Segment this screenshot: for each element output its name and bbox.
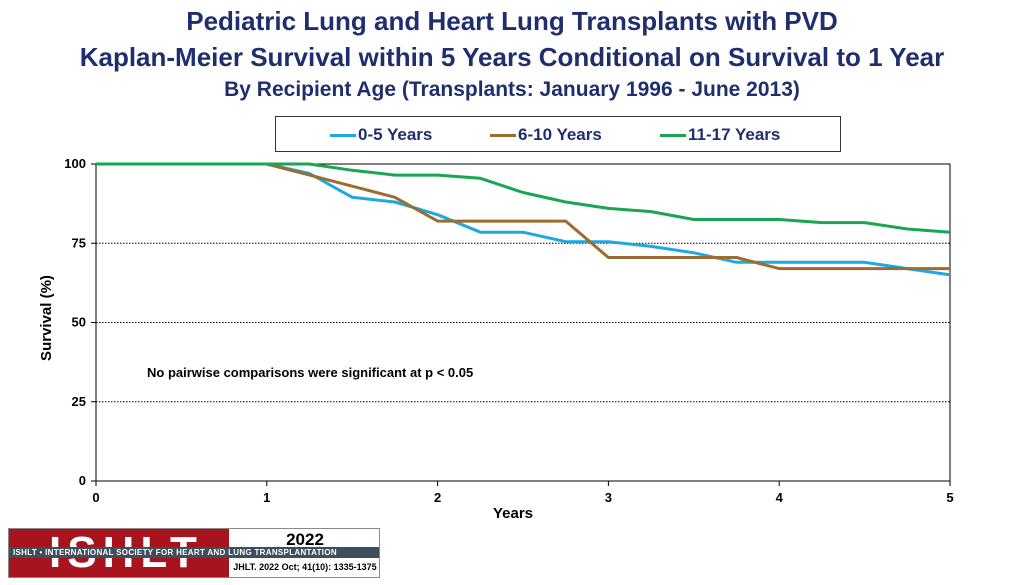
legend-item-11-17: 11-17 Years [660, 117, 780, 153]
series-line-11-17-years [96, 162, 951, 234]
page-title: Pediatric Lung and Heart Lung Transplant… [186, 6, 838, 36]
legend-swatch-11-17 [660, 133, 686, 137]
x-tick-label-4: 4 [776, 490, 784, 505]
legend-item-0-5: 0-5 Years [330, 117, 432, 153]
legend-label-11-17: 11-17 Years [688, 125, 781, 144]
legend-swatch-6-10 [490, 133, 516, 137]
chart-legend: 0-5 Years 6-10 Years 11-17 Years [275, 116, 841, 152]
legend-label-0-5: 0-5 Years [358, 125, 433, 144]
y-tick-label-75: 75 [72, 235, 86, 250]
x-tick-label-2: 2 [434, 490, 441, 505]
y-tick-label-0: 0 [79, 473, 86, 488]
x-tick-label-5: 5 [946, 490, 953, 505]
ishlt-logo: ISHLT ISHLT • INTERNATIONAL SOCIETY FOR … [8, 528, 380, 578]
x-tick-label-1: 1 [263, 490, 270, 505]
tick-labels: 0 25 50 75 100 0 1 2 3 4 5 [64, 156, 953, 505]
y-tick-label-50: 50 [72, 315, 86, 330]
legend-swatch-0-5 [330, 133, 356, 137]
legend-item-6-10: 6-10 Years [490, 117, 602, 153]
logo-band: ISHLT • INTERNATIONAL SOCIETY FOR HEART … [9, 547, 379, 558]
x-tick-label-3: 3 [605, 490, 612, 505]
series-line-6-10-years [96, 162, 950, 271]
y-axis-title: Survival (%) [38, 275, 55, 361]
axes [91, 163, 951, 486]
series-lines [96, 162, 951, 277]
x-tick-label-0: 0 [92, 490, 99, 505]
y-tick-label-100: 100 [64, 156, 86, 171]
legend-label-6-10: 6-10 Years [518, 125, 602, 144]
series-line-0-5-years [96, 162, 951, 277]
logo-year: 2022 [286, 530, 324, 549]
x-axis-title: Years [493, 505, 533, 522]
citation: JHLT. 2022 Oct; 41(10): 1335-1375 [233, 562, 377, 572]
chart-subtitle: By Recipient Age (Transplants: January 1… [224, 78, 800, 101]
y-tick-label-25: 25 [72, 394, 86, 409]
chart-title: Kaplan-Meier Survival within 5 Years Con… [79, 42, 945, 72]
significance-note: No pairwise comparisons were significant… [147, 365, 473, 380]
